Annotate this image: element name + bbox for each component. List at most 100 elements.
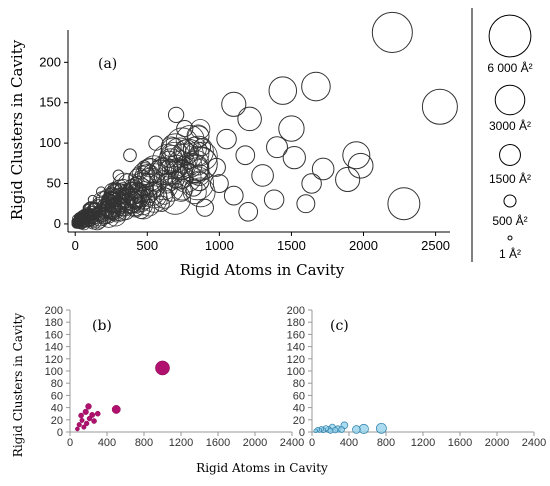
panel-c-y-tick-label: 180 [287,317,305,329]
panel-a-point [152,143,184,175]
panel-a-point [160,133,190,163]
panel-b-y-tick-label: 40 [51,403,63,415]
panel-c: (c) 0 400 800 1200 1600 2000 2400 020406080100… [287,305,547,449]
panel-a-point [311,157,335,181]
panel-b-x-tick-label: 1600 [206,437,230,449]
panel-a-x-tick-label: 1000 [205,238,234,253]
legend-circle [494,84,526,116]
panel-a-point [132,194,153,216]
panel-c-y-tick-label: 140 [287,342,305,354]
panel-c-x-tick-label: 1200 [411,437,435,449]
panel-a-point [140,163,169,192]
panel-a-point [164,137,195,168]
panel-b-y-tick-label: 140 [45,342,63,354]
panel-c-x-tick-label: 2000 [485,437,509,449]
panel-a-point [347,152,374,179]
panel-b-point [84,420,90,427]
panel-c-points [313,421,387,434]
panel-b-point [94,410,101,417]
panel-b-point [82,408,89,415]
panel-b-point [75,426,80,432]
panel-b-y-tick-label: 60 [51,390,63,402]
panel-a-point [301,173,322,194]
panel-a-point [167,106,185,123]
panel-a-point [159,171,180,192]
legend-circle [503,194,517,208]
panel-b-point [85,403,92,410]
panel-a-point [209,174,229,193]
panel-b-y-tick-label: 160 [45,329,63,341]
panel-c-y-tick-label: 120 [287,354,305,366]
panel-a-x-ticks: 0 500 1000 1500 2000 2500 [72,232,450,253]
panel-a-point [421,88,458,125]
panel-c-x-tick-label: 1600 [448,437,472,449]
panel-a-point [140,155,169,183]
legend-circle [499,144,521,166]
panel-c-y-tick-label: 200 [287,305,305,317]
panel-c-y-tick-label: 0 [299,427,305,439]
panel-a-point [238,201,259,222]
panel-a-x-tick-label: 500 [136,238,158,253]
panel-b-x-ticks: 0 400 800 1200 1600 2000 2400 [67,432,304,449]
panel-b-y-tick-label: 80 [51,378,63,390]
legend-label: 1 Å² [499,246,521,261]
legend-label: 500 Å² [492,213,527,228]
panel-a-point [182,135,214,167]
panel-a-point [301,71,331,102]
panel-a-y-tick-label: 150 [39,95,61,110]
panel-a-point [109,191,131,213]
panel-b-y-tick-label: 20 [51,415,63,427]
panel-a-point [195,198,214,217]
legend-label: 3000 Å² [489,118,531,133]
panel-c-x-ticks: 0 400 800 1200 1600 2000 2400 [309,432,546,449]
panel-a-point [268,76,298,105]
panel-a-point [80,215,94,228]
panel-b-point [89,411,96,418]
panel-a-x-tick-label: 2500 [421,238,450,253]
panel-a-point [335,166,361,193]
panel-a-point [140,181,168,209]
panel-a-y-ticks: 0 50 100 150 200 [39,54,68,231]
panel-a-point [223,185,244,206]
panel-b-x-tick-label: 0 [67,437,73,449]
panel-b-point [81,424,87,430]
panel-b-x-tick-label: 1200 [169,437,193,449]
panel-b-y-tick-label: 100 [45,366,63,378]
panel-a-point [278,115,305,142]
panel-a: (a) Rigid Atoms in Cavity Rigid Clusters… [8,11,458,279]
panel-b-ylabel: Rigid Clusters in Cavity [11,313,25,458]
panel-a-point [123,148,137,163]
legend-circle [507,235,513,241]
panel-a-point [180,154,209,183]
panel-a-ylabel: Rigid Clusters in Cavity [8,39,26,220]
panel-c-point [375,422,387,434]
legend-circle [488,14,532,58]
panel-b-point [91,418,97,424]
panel-a-xlabel: Rigid Atoms in Cavity [180,261,345,279]
panel-a-point [104,204,127,227]
panel-b-x-tick-label: 2400 [280,437,304,449]
panel-a-point [84,208,98,222]
panel-a-point [92,196,107,212]
panel-a-point [139,195,160,217]
panel-a-point [129,182,151,205]
panel-a-point [137,164,160,187]
panel-a-point [251,164,274,187]
panel-a-point [159,183,192,215]
panel-a-y-tick-label: 200 [39,54,61,69]
panel-a-point [165,127,199,161]
panel-a-point [216,128,237,150]
panel-c-y-tick-label: 40 [293,403,305,415]
panel-c-y-tick-label: 160 [287,329,305,341]
shared-xlabel-bottom: Rigid Atoms in Cavity [196,461,328,475]
panel-a-x-tick-label: 1500 [277,238,306,253]
panel-a-point [342,141,371,170]
panel-a-point [282,146,306,170]
panel-c-y-tick-label: 100 [287,366,305,378]
panel-c-x-tick-label: 800 [377,437,395,449]
size-legend: 6 000 Å² 3000 Å² 1500 Å² 500 Å² 1 Å² [487,14,533,261]
panel-b-point [79,417,85,423]
panel-a-x-tick-label: 2000 [349,238,378,253]
